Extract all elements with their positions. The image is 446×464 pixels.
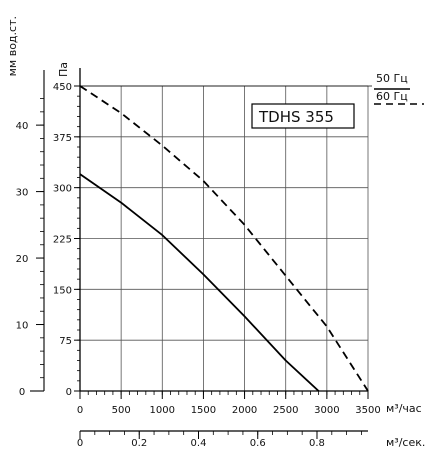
model-box	[251, 103, 355, 129]
x-m3s-tick-label: 0.2	[131, 438, 147, 449]
x-m3s-axis-label: м³/сек.	[386, 436, 425, 449]
x-m3h-tick-label: 0	[77, 405, 83, 416]
legend-label-50hz: 50 Гц	[376, 72, 408, 85]
x-m3s-tick-label: 0	[77, 438, 83, 449]
y-mm-tick-label: 10	[16, 321, 29, 332]
model-box-label: TDHS 355	[258, 108, 334, 126]
series-line-50hz	[79, 173, 320, 392]
y-mm-tick-label: 0	[19, 387, 25, 398]
y-mm-tick-label: 20	[16, 254, 29, 265]
x-m3h-tick-label: 2000	[232, 405, 257, 416]
legend: 50 Гц 60 Гц	[374, 72, 424, 105]
series-line-60hz	[79, 85, 369, 392]
x-m3s-tick-label: 0.8	[309, 438, 325, 449]
x-m3h-axis-label: м³/час	[386, 402, 422, 415]
y-pa-tick-label: 450	[53, 82, 72, 93]
y-mm-axis-label: мм вод.ст.	[6, 16, 19, 76]
y-mm-tick-label: 40	[16, 121, 29, 132]
y-pa-tick-label: 75	[59, 336, 72, 347]
x-m3h-tick-label: 1000	[150, 405, 175, 416]
y-pa-tick-label: 0	[66, 387, 72, 398]
x-m3h-tick-label: 500	[112, 405, 131, 416]
axes: 0 75 150 225 300 375 450 0 10 20 30 40 0 500 1000 1500 2…	[16, 68, 381, 449]
grid	[80, 85, 369, 391]
y-pa-tick-label: 150	[53, 285, 72, 296]
series-layer	[79, 85, 369, 392]
x-m3h-tick-label: 3000	[314, 405, 339, 416]
y-mm-tick-label: 30	[16, 188, 29, 199]
legend-label-60hz: 60 Гц	[376, 90, 408, 103]
y-pa-tick-label: 375	[53, 133, 72, 144]
y-pa-tick-label: 225	[53, 235, 72, 246]
y-pa-tick-label: 300	[53, 184, 72, 195]
x-m3h-tick-label: 1500	[191, 405, 216, 416]
x-m3h-tick-label: 3500	[355, 405, 380, 416]
x-m3h-tick-label: 2500	[273, 405, 298, 416]
y-pa-axis-label: Па	[57, 62, 70, 77]
x-m3s-tick-label: 0.4	[191, 438, 207, 449]
x-m3s-tick-label: 0.6	[250, 438, 266, 449]
